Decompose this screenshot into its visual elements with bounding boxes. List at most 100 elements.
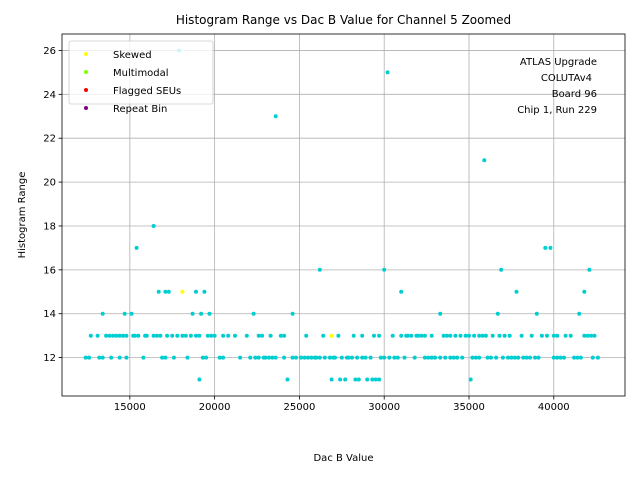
data-point — [88, 333, 93, 338]
data-point — [200, 355, 205, 360]
legend: Skewed Multimodal Flagged SEUs Repeat Bin — [68, 40, 214, 115]
data-point — [238, 355, 243, 360]
data-point — [141, 355, 146, 360]
data-point — [248, 355, 253, 360]
data-point — [463, 333, 468, 338]
data-point — [377, 333, 382, 338]
data-point — [221, 355, 226, 360]
data-point — [455, 355, 460, 360]
data-point — [555, 333, 560, 338]
data-point — [402, 355, 407, 360]
legend-label: Flagged SEUs — [113, 86, 181, 97]
chart-title: Histogram Range vs Dac B Value for Chann… — [176, 13, 511, 27]
data-point — [392, 355, 397, 360]
data-point — [110, 333, 115, 338]
data-point — [260, 333, 265, 338]
data-points — [83, 48, 600, 382]
data-point — [202, 289, 207, 294]
data-point — [109, 355, 114, 360]
x-tick-label: 25000 — [284, 402, 316, 413]
x-tick-label: 15000 — [114, 402, 146, 413]
data-point — [132, 333, 137, 338]
data-point — [121, 333, 125, 338]
skewed-point — [180, 289, 185, 294]
data-point — [429, 355, 434, 360]
axis-ticks: 15000 20000 25000 30000 35000 40000 12 14 16 18 20… — [43, 46, 569, 413]
data-point — [422, 333, 427, 338]
data-point — [590, 355, 595, 360]
data-point — [370, 377, 375, 382]
data-point — [244, 333, 249, 338]
data-point — [204, 355, 209, 360]
data-point — [309, 355, 314, 360]
data-point — [494, 355, 499, 360]
data-point — [519, 333, 524, 338]
data-point — [270, 355, 275, 360]
data-point — [207, 311, 212, 316]
data-point — [429, 333, 434, 338]
data-point — [317, 267, 322, 272]
data-point — [521, 355, 526, 360]
y-tick-label: 24 — [43, 90, 56, 101]
data-point — [412, 355, 417, 360]
data-point — [197, 333, 202, 338]
data-point — [282, 333, 287, 338]
data-point — [166, 289, 171, 294]
legend-marker — [84, 70, 88, 74]
annotation-line-2: COLUTAv4 — [541, 73, 592, 84]
data-point — [368, 355, 373, 360]
plot-frame — [61, 33, 626, 397]
data-point — [422, 355, 427, 360]
data-point — [533, 355, 538, 360]
legend-marker — [84, 106, 88, 110]
data-point — [114, 333, 119, 338]
data-point — [363, 355, 368, 360]
data-point — [97, 355, 102, 360]
data-point — [467, 333, 471, 338]
data-point — [163, 355, 168, 360]
data-point — [373, 377, 378, 382]
data-point — [314, 355, 319, 360]
data-point — [372, 333, 376, 338]
data-point — [480, 333, 485, 338]
data-point — [443, 355, 448, 360]
data-point — [543, 245, 548, 250]
data-point — [448, 355, 453, 360]
data-point — [502, 333, 507, 338]
data-point — [104, 333, 109, 338]
data-point — [117, 333, 122, 338]
data-point — [555, 355, 560, 360]
data-point — [470, 355, 475, 360]
data-point — [209, 333, 214, 338]
data-point — [321, 333, 326, 338]
data-point — [448, 333, 453, 338]
data-point — [548, 245, 553, 250]
data-point — [333, 355, 337, 360]
data-point — [578, 355, 583, 360]
data-point — [482, 158, 487, 163]
annotation-line-1: ATLAS Upgrade — [520, 57, 597, 68]
y-tick-label: 22 — [43, 134, 56, 145]
x-tick-label: 30000 — [368, 402, 400, 413]
data-point — [473, 355, 478, 360]
data-point — [433, 355, 438, 360]
legend-label: Repeat Bin — [113, 104, 167, 115]
data-point — [356, 377, 361, 382]
data-point — [256, 333, 261, 338]
data-point — [338, 377, 343, 382]
data-point — [582, 289, 587, 294]
data-point — [226, 333, 231, 338]
data-point — [577, 311, 582, 316]
data-point — [160, 355, 165, 360]
data-point — [490, 333, 495, 338]
y-tick-label: 20 — [43, 178, 56, 189]
data-point — [582, 333, 587, 338]
data-point — [336, 333, 341, 338]
data-point — [221, 333, 226, 338]
data-point — [514, 289, 519, 294]
data-point — [212, 333, 217, 338]
data-point — [151, 224, 156, 228]
data-point — [485, 355, 490, 360]
data-point — [266, 355, 271, 360]
